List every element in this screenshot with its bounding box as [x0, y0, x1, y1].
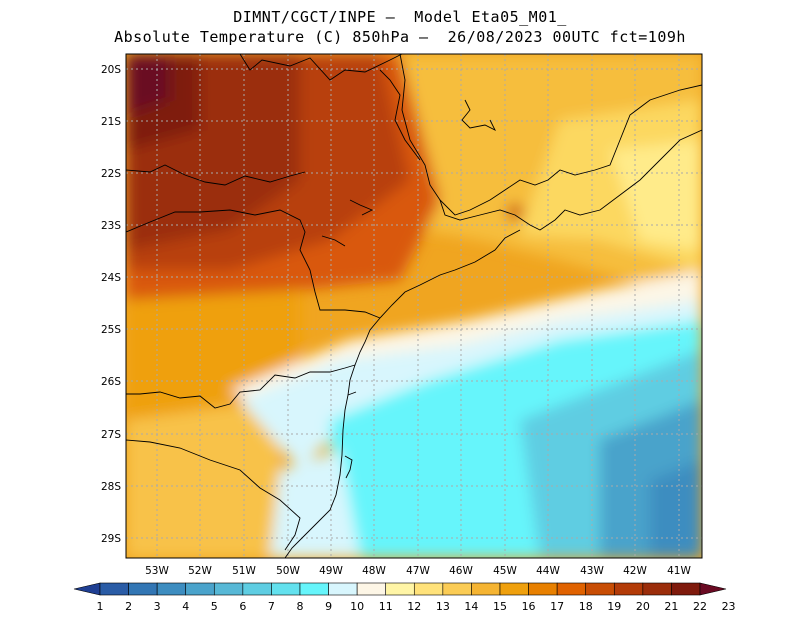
- map-title-line2: Absolute Temperature (C) 850hPa – 26/08/…: [114, 28, 686, 46]
- colorbar-swatch: [185, 582, 215, 596]
- colorbar-swatch: [385, 582, 415, 596]
- lon-label: 51W: [232, 565, 256, 577]
- colorbar-swatch: [442, 582, 472, 596]
- colorbar-swatch: [156, 582, 187, 596]
- colorbar-swatch: [356, 582, 387, 596]
- lat-label: 20S: [101, 64, 121, 76]
- colorbar-label: 8: [297, 600, 304, 613]
- colorbar-swatch: [613, 582, 644, 596]
- lon-label: 52W: [188, 565, 212, 577]
- colorbar-labels: 1 2 3 4 5 6 7 8 9 10 11 12 13 14 15 16 17 18 19 20 21 22 23: [97, 600, 736, 613]
- colorbar-swatch: [671, 582, 701, 596]
- colorbar-swatch: [528, 582, 558, 596]
- colorbar-label: 19: [607, 600, 621, 613]
- lat-lon-grid: [126, 54, 702, 558]
- colorbar-swatch: [328, 582, 358, 596]
- colorbar-swatch: [499, 582, 529, 596]
- colorbar-swatch: [299, 582, 329, 596]
- lon-label: 47W: [406, 565, 430, 577]
- map-frame: [125, 53, 703, 559]
- colorbar-swatch: [413, 582, 444, 596]
- lon-label: 49W: [319, 565, 343, 577]
- colorbar-swatch: [271, 582, 301, 596]
- colorbar-label: 18: [579, 600, 593, 613]
- lon-label: 48W: [362, 565, 386, 577]
- lat-label: 27S: [101, 429, 121, 441]
- boundary-lines: [126, 54, 702, 558]
- lon-label: 44W: [536, 565, 560, 577]
- lon-label: 46W: [449, 565, 473, 577]
- colorbar-label: 7: [268, 600, 275, 613]
- colorbar-label: 9: [325, 600, 332, 613]
- colorbar-swatch: [242, 582, 272, 596]
- colorbar-label: 4: [182, 600, 189, 613]
- longitude-labels: 53W 52W 51W 50W 49W 48W 47W 46W 45W 44W …: [145, 565, 691, 577]
- colorbar-swatch: [471, 582, 501, 596]
- colorbar-swatch: [99, 582, 129, 596]
- lon-label: 43W: [580, 565, 604, 577]
- colorbar-label: 22: [693, 600, 707, 613]
- colorbar-label: 2: [125, 600, 132, 613]
- colorbar-label: 21: [664, 600, 678, 613]
- latitude-labels: 20S 21S 22S 23S 24S 25S 26S 27S 28S 29S: [101, 64, 121, 545]
- colorbar-label: 14: [464, 600, 478, 613]
- temperature-field: [126, 54, 702, 558]
- lat-label: 22S: [101, 168, 121, 180]
- colorbar-label: 23: [722, 600, 736, 613]
- colorbar-swatch: [642, 582, 672, 596]
- lat-label: 29S: [101, 533, 121, 545]
- lat-label: 23S: [101, 220, 121, 232]
- colorbar-label: 13: [436, 600, 450, 613]
- colorbar-swatch: [556, 582, 587, 596]
- colorbar-swatch: [73, 582, 101, 596]
- colorbar-label: 6: [239, 600, 246, 613]
- lat-label: 25S: [101, 324, 121, 336]
- colorbar-label: 5: [211, 600, 218, 613]
- lon-label: 53W: [145, 565, 169, 577]
- colorbar-swatch: [213, 582, 244, 596]
- colorbar-label: 11: [379, 600, 393, 613]
- colorbar-label: 3: [154, 600, 161, 613]
- colorbar-label: 10: [350, 600, 364, 613]
- lon-label: 41W: [667, 565, 691, 577]
- colorbar-swatch: [585, 582, 615, 596]
- colorbar-label: 17: [550, 600, 564, 613]
- lon-label: 45W: [493, 565, 517, 577]
- lat-label: 21S: [101, 116, 121, 128]
- map-title-line1: DIMNT/CGCT/INPE – Model Eta05_M01_: [233, 8, 567, 26]
- colorbar-swatch: [128, 582, 158, 596]
- colorbar-label: 1: [97, 600, 104, 613]
- colorbar-label: 16: [522, 600, 536, 613]
- colorbar-label: 12: [407, 600, 421, 613]
- colorbar: [73, 582, 727, 596]
- colorbar-label: 15: [493, 600, 507, 613]
- lon-label: 42W: [623, 565, 647, 577]
- lat-label: 24S: [101, 272, 121, 284]
- lon-label: 50W: [276, 565, 300, 577]
- lat-label: 26S: [101, 376, 121, 388]
- colorbar-swatch: [699, 582, 727, 596]
- colorbar-label: 20: [636, 600, 650, 613]
- lat-label: 28S: [101, 481, 121, 493]
